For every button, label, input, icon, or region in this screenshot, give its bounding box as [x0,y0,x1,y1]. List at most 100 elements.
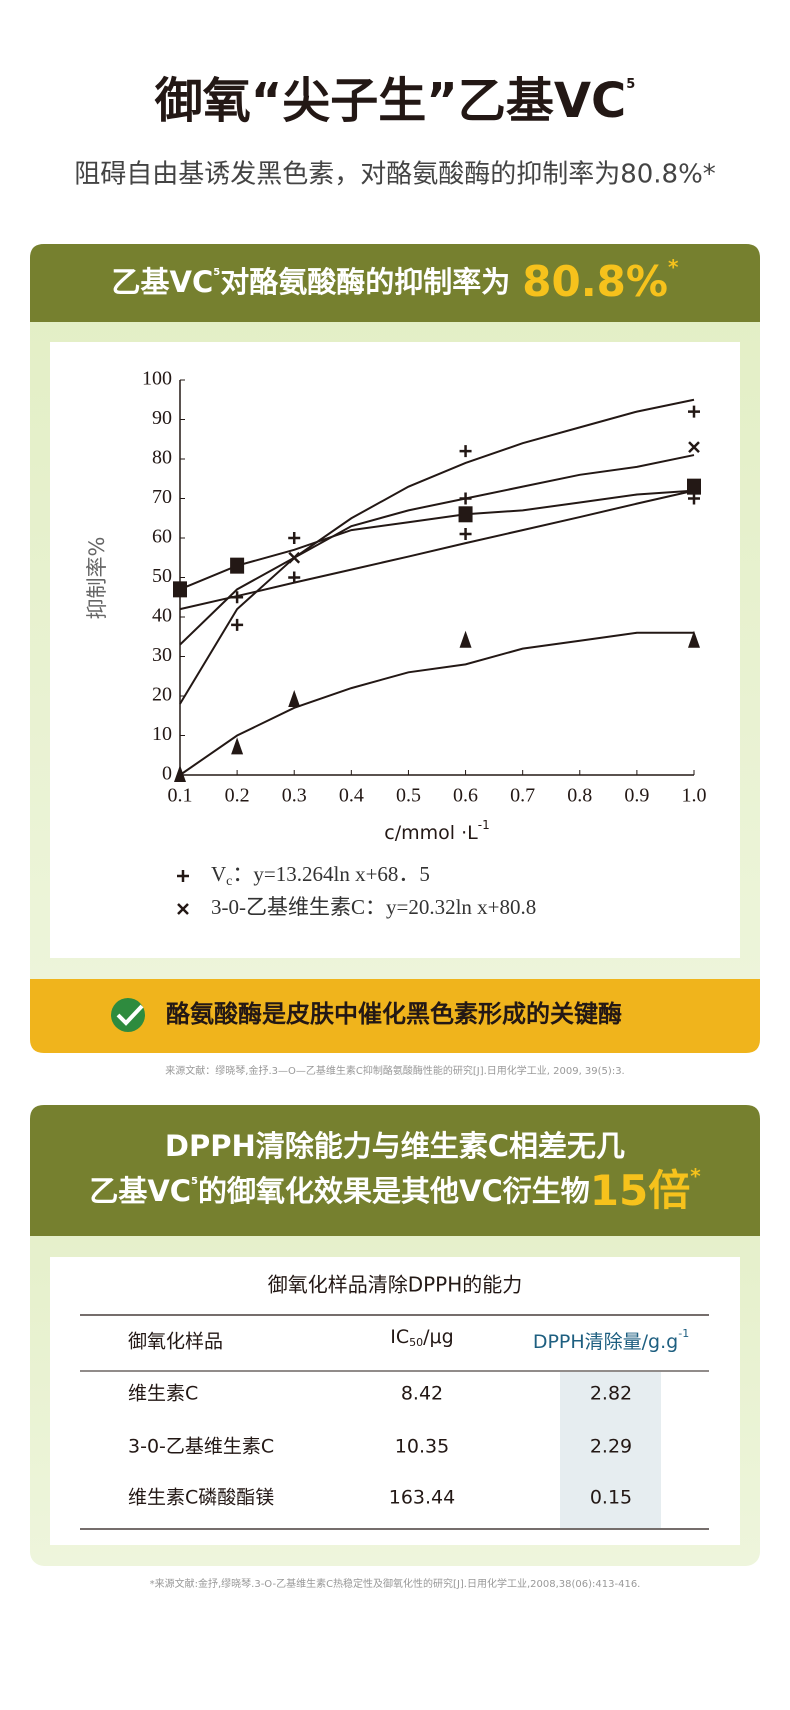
y-tick-label: 20 [152,684,172,706]
marker-plus [288,571,301,584]
title: 御氧“尖子生”乙基VC5 [154,73,636,129]
heading-text: 乙基VC [89,1174,191,1208]
title-text: 御氧“尖子生”乙基VC [154,73,626,129]
card-heading: 乙基VC5的御氧化效果是其他VC衍生物15倍* [89,1164,701,1215]
highlight-sup: * [668,255,679,279]
heading-sup: 5 [213,267,220,278]
column-highlight [560,1372,661,1528]
x-tick-label: 0.7 [510,785,535,807]
table-cell: 0.15 [590,1487,632,1509]
banner [30,979,760,1053]
marker-plus [459,528,472,541]
x-tick-label: 0.2 [225,785,250,807]
heading-text: 乙基VC [112,265,214,299]
marker-plus [177,870,189,882]
curve [179,398,695,705]
x-tick-label: 0.9 [624,785,649,807]
table-cell: 维生素C磷酸酯镁 [128,1487,274,1509]
header-sup: -1 [678,1327,689,1340]
card-heading: DPPH清除能力与维生素C相差无几 [165,1129,625,1163]
highlight: 15倍 [590,1166,690,1215]
x-tick-label: 0.4 [339,785,364,807]
legend-name: 3-0-乙基维生素C [211,895,365,919]
marker-square [458,506,473,523]
card-header [30,244,760,322]
marker-triangle [688,630,700,648]
table-cell: 维生素C [128,1383,198,1405]
y-tick-label: 80 [152,447,172,469]
marker-plus [459,492,472,505]
legend-name-sub: c [226,874,232,889]
marker-triangle [174,765,186,782]
y-tick-label: 0 [162,763,172,785]
marker-triangle [288,689,301,707]
y-axis-label: 抑制率% [85,537,109,620]
x-tick-label: 0.5 [396,785,421,807]
y-tick-label: 100 [142,368,172,390]
legend-name: V [211,862,226,886]
reference: 来源文献：缪晓琴,金抒.3—O—乙基维生素C抑制酪氨酸酶性能的研究[J].日用化… [165,1064,624,1077]
y-tick-label: 50 [152,565,172,587]
legend-entry: Vc：y=13.264ln x+68．5 [211,862,430,889]
table-cell: 163.44 [389,1487,455,1509]
marker-plus [459,445,472,458]
marker-cross [288,551,301,564]
table-cell: 10.35 [395,1436,449,1458]
heading-text: 的御氧化效果是其他VC衍生物 [198,1174,590,1208]
highlight: 80.8% [522,257,668,306]
header-text: /μg [423,1326,454,1348]
table-header: 御氧化样品 [128,1331,223,1353]
y-tick-label: 60 [152,526,172,548]
y-tick-label: 10 [152,723,172,745]
curve [179,489,695,591]
marker-triangle [231,737,244,755]
header-text: IC [390,1326,409,1348]
x-axis-label-sup: -1 [478,818,490,832]
y-tick-label: 70 [152,486,172,508]
x-tick-label: 0.8 [567,785,592,807]
table-cell: 2.82 [590,1383,632,1405]
highlight-sup: * [690,1164,701,1188]
curve [179,631,694,776]
x-tick-label: 1.0 [682,785,707,807]
marker-plus [231,618,244,631]
curve [179,454,695,646]
x-axis-label: c/mmol ·L-1 [384,818,489,844]
title-sup: 5 [626,77,635,92]
card-heading: 乙基VC5对酪氨酸酶的抑制率为 80.8%* [112,255,679,306]
table-title: 御氧化样品清除DPPH的能力 [268,1273,523,1297]
marker-square [230,557,245,574]
x-tick-label: 0.6 [453,785,478,807]
check-icon [111,998,145,1032]
x-tick-label: 0.1 [168,785,193,807]
y-tick-label: 30 [152,644,172,666]
card-header [30,1105,760,1236]
header-sub: 50 [409,1336,423,1349]
legend-equation: ：y=20.32ln x+80.8 [365,895,536,919]
marker-square [687,478,701,495]
table-header: DPPH清除量/g.g-1 [533,1327,689,1353]
check-mark [116,1004,144,1026]
y-tick-label: 90 [152,407,172,429]
x-tick-label: 0.3 [282,785,307,807]
x-axis-label-text: c/mmol ·L [384,822,478,844]
chart-panel [50,342,740,958]
heading-sup: 5 [191,1176,198,1187]
marker-plus [231,591,244,604]
legend-equation: ：y=13.264ln x+68．5 [232,862,430,886]
marker-cross [688,441,700,454]
chart: 0 10 20 30 40 50 60 70 80 90 100 0.1 0.2 0.3 0.4 0.5 0.6… [85,368,707,919]
table-cell: 8.42 [401,1383,443,1405]
table-cell: 3-0-乙基维生素C [128,1436,274,1458]
marker-triangle [459,630,472,648]
y-tick-label: 40 [152,605,172,627]
table-cell: 2.29 [590,1436,632,1458]
marker-plus [688,405,700,418]
banner-text: 酪氨酸酶是皮肤中催化黑色素形成的关键酶 [166,1000,622,1028]
marker-plus [288,532,301,544]
table-body: 维生素C 8.42 2.82 3-0-乙基维生素C 10.35 2.29 维生素C磷酸酯镁 1… [128,1383,632,1509]
header-text: DPPH清除量/g.g [533,1331,678,1353]
curve [179,489,695,611]
legend-entry: 3-0-乙基维生素C：y=20.32ln x+80.8 [211,895,536,919]
